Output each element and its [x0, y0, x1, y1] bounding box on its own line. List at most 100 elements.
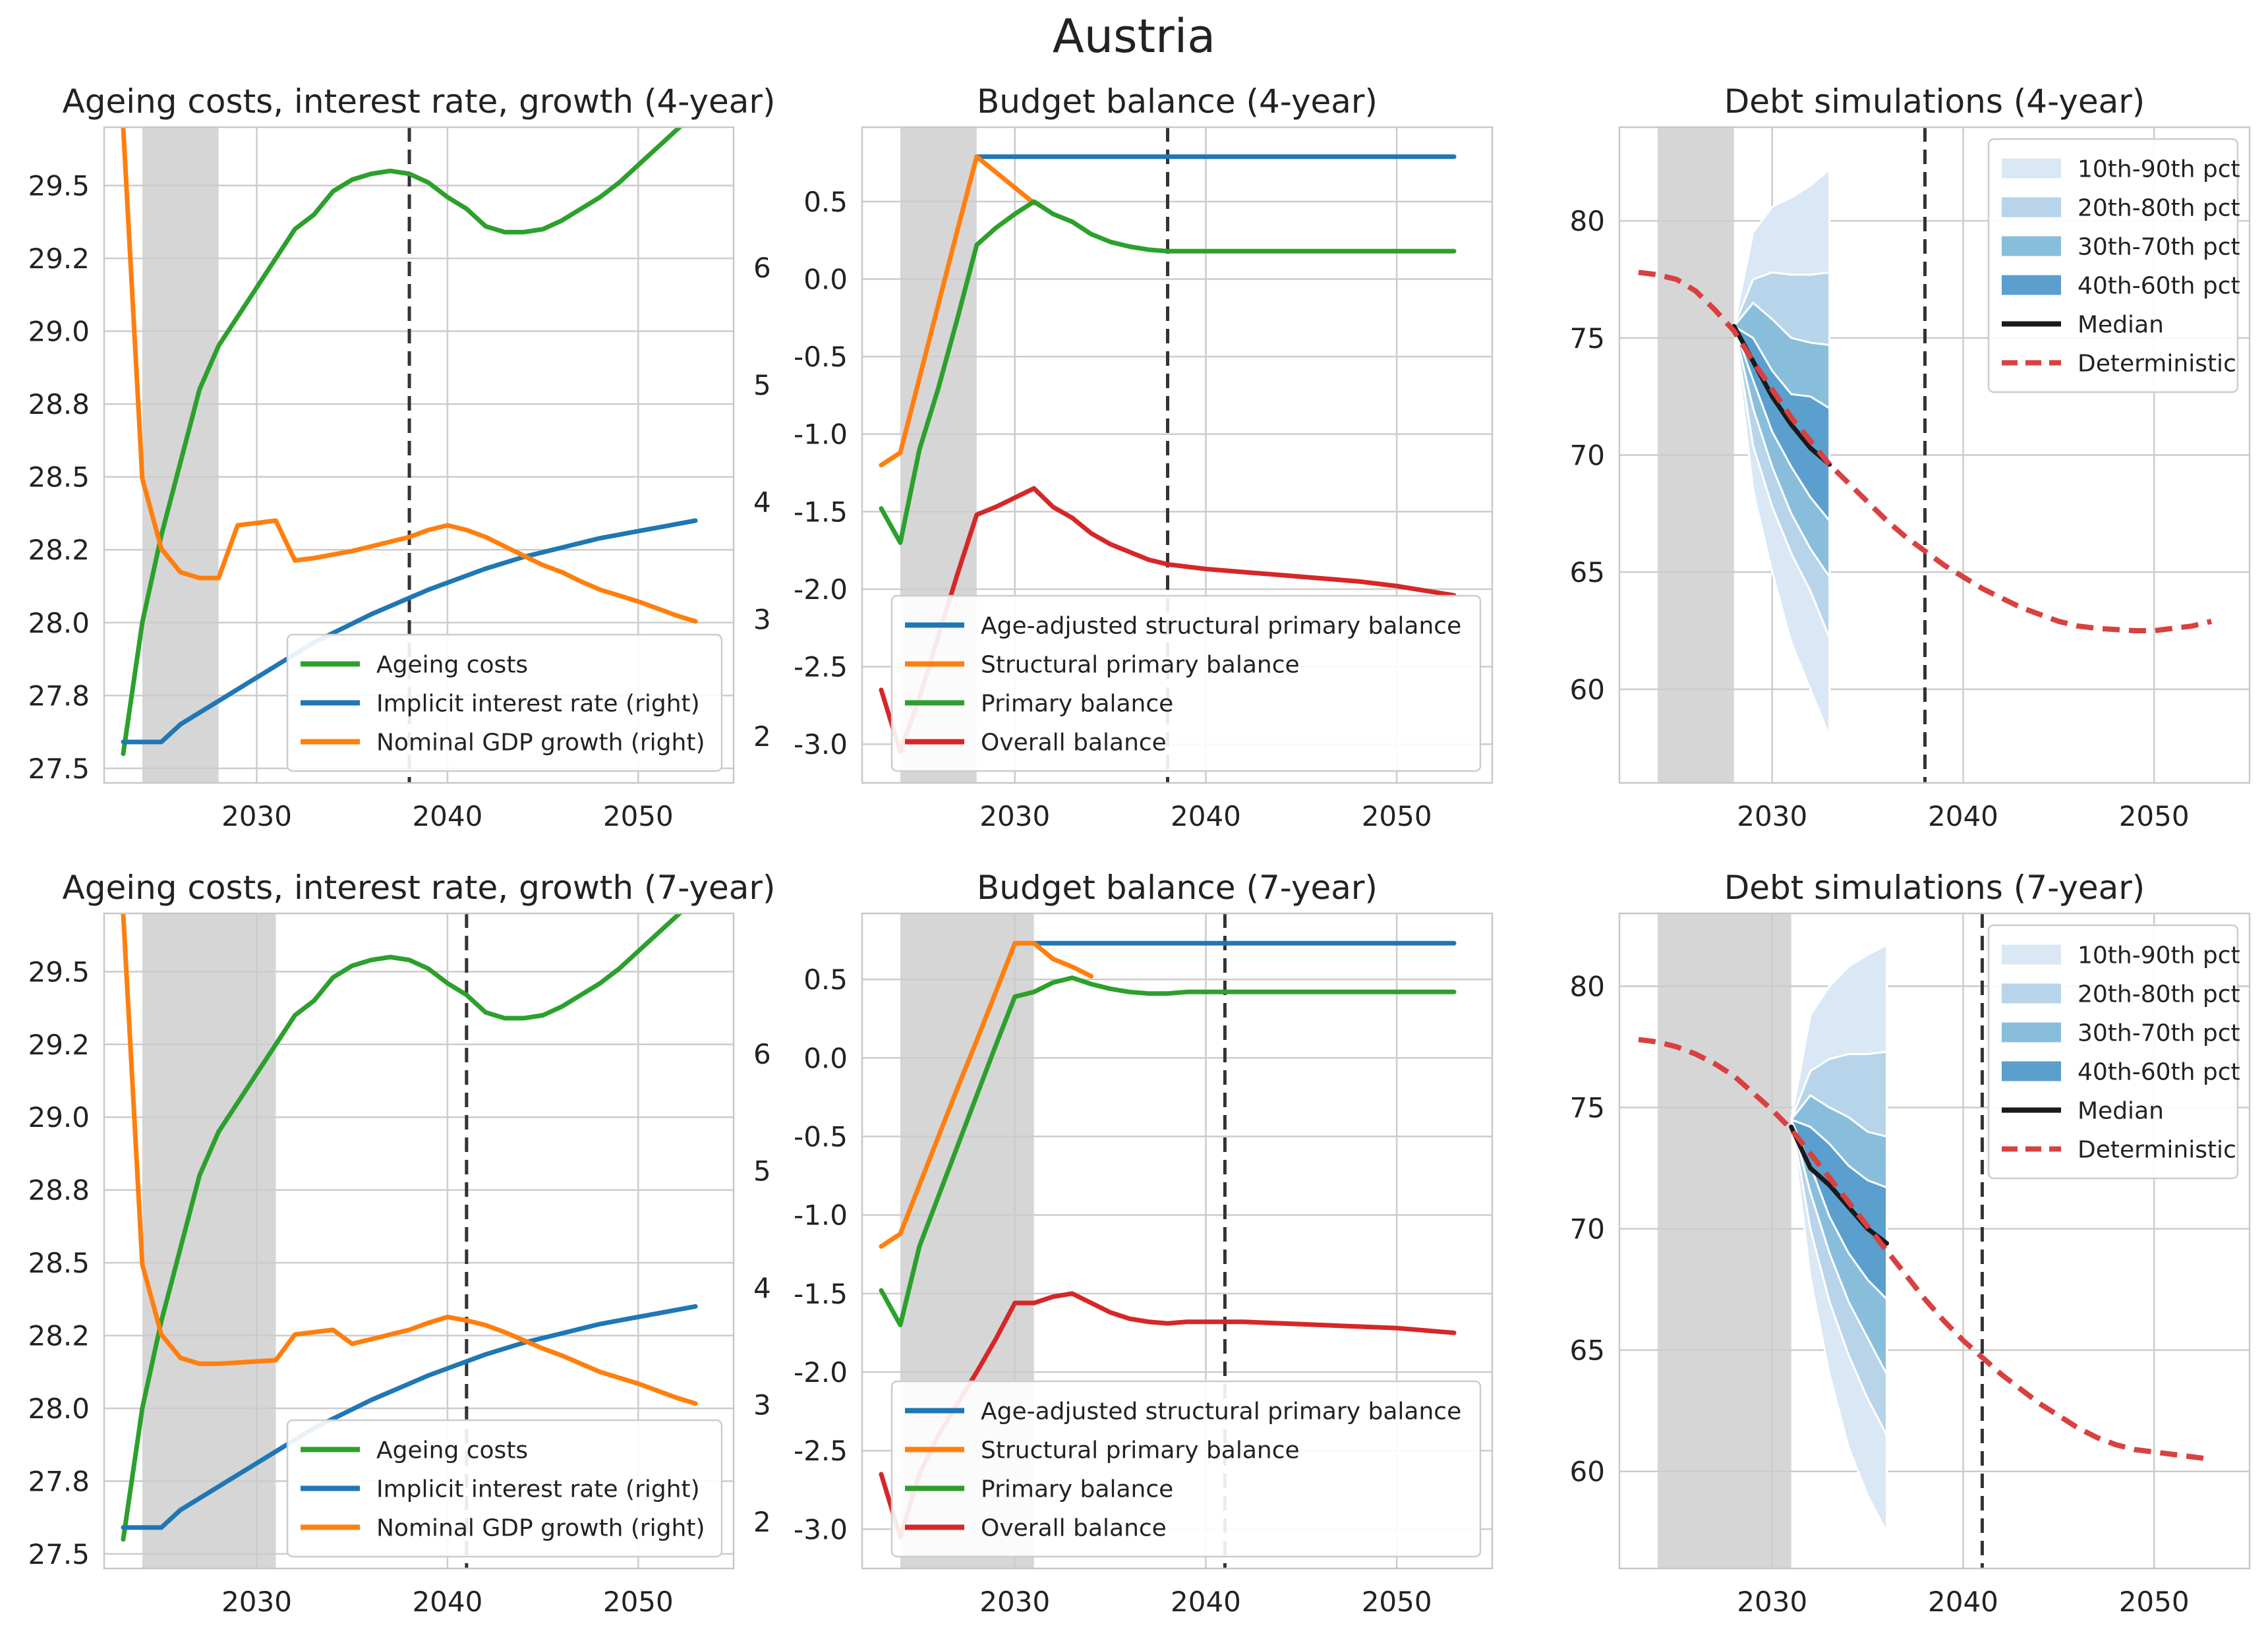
y-tick-label: -1.0 [794, 418, 848, 451]
series-line [879, 199, 1457, 545]
series-line [879, 975, 1457, 1328]
x-tick-label: 2050 [1362, 1586, 1432, 1618]
chart-title: Budget balance (7-year) [977, 869, 1378, 907]
y-tick-label: 28.2 [28, 1320, 90, 1352]
legend-label: Median [2078, 1098, 2164, 1125]
series-line [879, 486, 1457, 755]
legend-label: Deterministic [2078, 1137, 2236, 1164]
figure-title: Austria [1052, 9, 1216, 63]
legend-label: 20th-80th pct [2078, 195, 2240, 222]
legend-label: Ageing costs [376, 1437, 528, 1464]
y-tick-label: 70 [1570, 440, 1605, 472]
chart-panel-2: 2030 2040 2050 0.5 0.0 -0.5 -1.0 -1.5 -2.0 -2.5 -3… [794, 82, 1494, 832]
y-tick-label: -1.5 [794, 1278, 848, 1310]
legend-label: 10th-90th pct [2078, 156, 2240, 183]
chart-title: Budget balance (4-year) [977, 82, 1378, 121]
chart-panel-6: 2030 2040 2050 60 65 70 75 80 Debt simulations (… [1570, 869, 2251, 1618]
x-tick-label: 2040 [1928, 800, 1998, 832]
y-tick-label: 27.5 [28, 1538, 90, 1570]
legend-swatch [2002, 983, 2061, 1004]
legend-swatch [2002, 197, 2061, 217]
legend-label: 20th-80th pct [2078, 981, 2240, 1008]
legend-label: Age-adjusted structural primary balance [981, 613, 1461, 640]
series-line [121, 127, 698, 624]
legend: 10th-90th pct 20th-80th pct 30th-70th pct 4… [1987, 138, 2240, 393]
y-tick-label: 60 [1570, 674, 1605, 706]
x-tick-label: 2050 [603, 800, 674, 832]
legend-label: 40th-60th pct [2078, 273, 2240, 300]
legend-label: Nominal GDP growth (right) [376, 730, 705, 757]
legend-box [890, 1380, 1482, 1558]
y-tick-label: 27.8 [28, 679, 90, 712]
legend-label: 30th-70th pct [2078, 1020, 2240, 1047]
plot-frame [861, 912, 1494, 1570]
legend: Ageing costs Implicit interest rate (righ… [286, 633, 723, 772]
y-tick-label: 28.5 [28, 461, 90, 494]
y-tick-label: 29.2 [28, 243, 90, 275]
legend-label: Nominal GDP growth (right) [376, 1515, 705, 1542]
series-line [879, 940, 1094, 1249]
legend: Ageing costs Implicit interest rate (righ… [286, 1419, 723, 1558]
x-tick-label: 2050 [603, 1586, 674, 1618]
y-tick-label: 29.5 [28, 956, 90, 988]
series-line [121, 1304, 698, 1530]
y-right-tick-label: 2 [753, 720, 771, 753]
y-tick-label: -3.0 [794, 1513, 848, 1545]
y-tick-label: 29.5 [28, 169, 90, 202]
y-tick-label: 28.5 [28, 1247, 90, 1279]
series-line [121, 913, 698, 1406]
y-tick-label: 60 [1570, 1456, 1605, 1488]
y-right-tick-label: 3 [753, 1389, 771, 1422]
chart-panel-3: 2030 2040 2050 60 65 70 75 80 Debt simulations (… [1570, 82, 2251, 832]
x-tick-label: 2040 [1928, 1586, 1998, 1618]
legend-label: 30th-70th pct [2078, 234, 2240, 261]
y-tick-label: 0.0 [803, 1042, 848, 1074]
y-tick-label: -3.0 [794, 728, 848, 761]
legend-label: 10th-90th pct [2078, 942, 2240, 969]
y-right-tick-label: 3 [753, 603, 771, 635]
plot-content [1638, 127, 2213, 783]
x-tick-label: 2030 [1737, 1586, 1807, 1618]
y-right-tick-label: 5 [753, 1155, 771, 1188]
legend-box [286, 1419, 723, 1558]
chart-panel-4: 2030 2040 2050 27.5 27.8 28.0 28.2 28.5 28.8 29.0… [28, 869, 775, 1618]
legend-label: Primary balance [981, 1476, 1173, 1503]
series-line [1789, 1124, 1890, 1246]
series-line [879, 154, 1037, 468]
legend-label: Structural primary balance [981, 652, 1300, 679]
y-right-tick-label: 4 [753, 486, 771, 519]
y-tick-label: -1.5 [794, 496, 848, 528]
plot-frame [1618, 126, 2251, 784]
y-tick-label: 75 [1570, 1092, 1605, 1124]
y-tick-label: -0.5 [794, 341, 848, 373]
legend-swatch [2002, 944, 2061, 965]
y-tick-label: 28.8 [28, 1174, 90, 1207]
x-tick-label: 2050 [2119, 1586, 2190, 1618]
y-tick-label: 80 [1570, 205, 1605, 237]
y-tick-label: -2.5 [794, 651, 848, 683]
y-tick-label: -0.5 [794, 1120, 848, 1153]
x-tick-label: 2030 [221, 1586, 292, 1618]
x-tick-label: 2050 [1362, 800, 1432, 832]
y-tick-label: 27.8 [28, 1465, 90, 1497]
y-tick-label: 0.5 [803, 963, 848, 996]
y-tick-label: 0.0 [803, 264, 848, 296]
legend-label: Structural primary balance [981, 1437, 1300, 1464]
y-tick-label: 65 [1570, 1335, 1605, 1367]
x-tick-label: 2050 [2119, 800, 2190, 832]
y-right-tick-label: 5 [753, 369, 771, 401]
y-tick-label: 28.0 [28, 607, 90, 639]
y-tick-label: 70 [1570, 1213, 1605, 1246]
y-tick-label: -2.0 [794, 573, 848, 606]
series-line [121, 127, 683, 757]
legend-label: Overall balance [981, 730, 1167, 757]
legend-label: Primary balance [981, 691, 1173, 718]
y-tick-label: 27.5 [28, 753, 90, 785]
y-tick-label: 28.0 [28, 1393, 90, 1425]
x-tick-label: 2040 [412, 1586, 482, 1618]
plot-frame [861, 126, 1494, 784]
y-right-tick-label: 4 [753, 1272, 771, 1304]
legend-label: 40th-60th pct [2078, 1059, 2240, 1086]
y-tick-label: -1.0 [794, 1199, 848, 1232]
plot-frame [1618, 912, 2251, 1570]
